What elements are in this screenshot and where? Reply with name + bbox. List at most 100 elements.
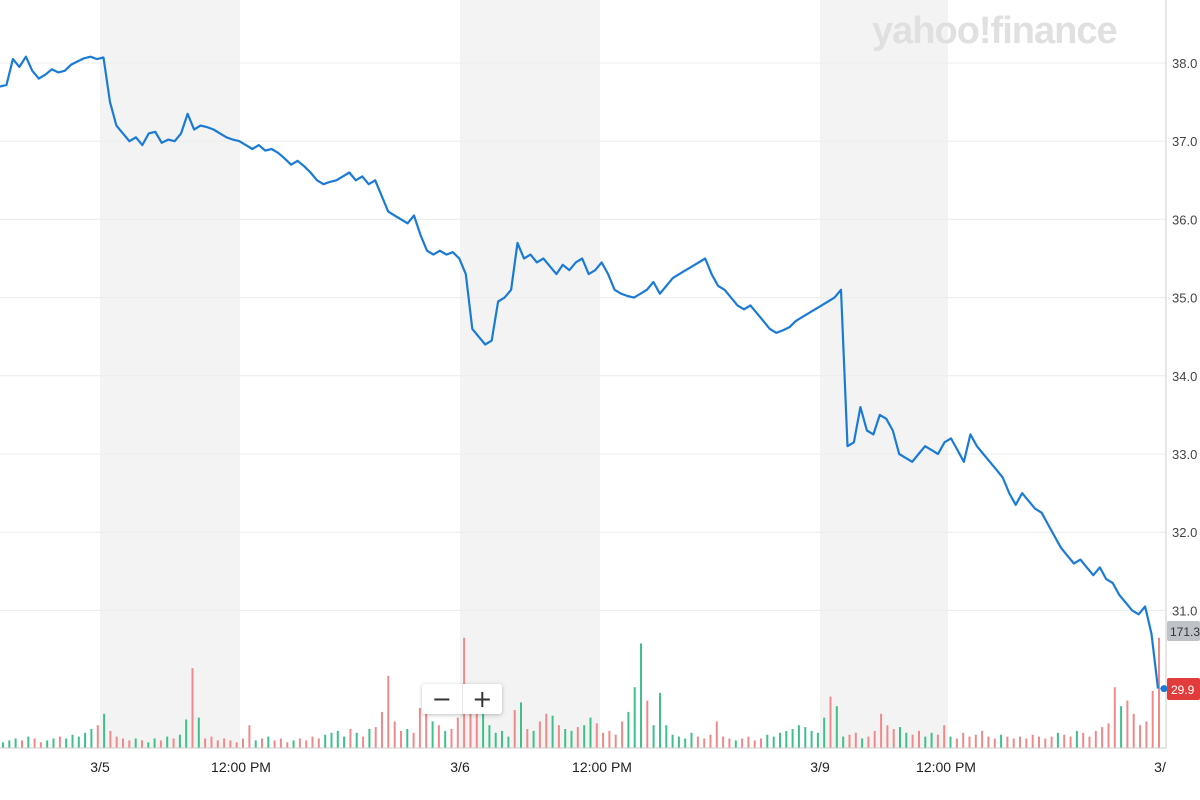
volume-bar [109,730,112,748]
volume-bar [248,725,251,748]
volume-bar [159,740,162,748]
price-tick-label: 34.0 [1172,369,1197,384]
volume-bar [785,730,788,748]
volume-bar [216,740,219,748]
volume-bar [39,742,42,748]
volume-bar [545,713,548,748]
volume-bar [96,725,99,748]
volume-bar [924,736,927,748]
time-tick-label: 3/6 [450,759,470,775]
volume-bar [557,725,560,748]
zoom-in-button[interactable]: + [472,685,493,713]
current-volume-label: 171.3 [1170,625,1200,639]
volume-bar [665,725,668,748]
volume-bar [204,738,207,748]
volume-bar [671,734,674,748]
volume-bar [1158,637,1160,748]
volume-bar [444,730,447,748]
volume-bar [412,732,415,748]
time-tick-label: 12:00 PM [211,759,271,775]
price-line [0,55,1160,689]
volume-bar [1088,736,1091,748]
volume-bar [690,732,693,748]
volume-bar [513,710,516,748]
volume-bar [77,736,80,748]
price-axis: 38.0 37.0 36.0 35.0 34.0 33.0 32.0 31.0 [1172,56,1197,618]
volume-bar [229,740,232,748]
volume-bar [880,713,883,748]
volume-bar [943,725,946,748]
volume-bar [425,700,428,748]
volume-bar [362,736,365,748]
price-tick-label: 37.0 [1172,134,1197,149]
volume-bar [930,732,933,748]
volume-bar [981,730,984,748]
volume-bar [1113,687,1116,748]
volume-bar [317,738,320,748]
volume-bar [71,734,74,748]
volume-bar [292,740,295,748]
volume-bar [185,719,188,748]
volume-bar [235,742,238,748]
volume-bar [918,730,920,748]
volume-bar [974,734,977,748]
volume-bar [583,725,586,748]
volume-bar [911,734,914,748]
volume-bar [760,738,762,748]
volume-bar [286,742,289,748]
volume-bar [141,740,143,748]
volume-bar [400,730,402,748]
current-value-tags: 171.3 29.9 [1158,621,1200,700]
volume-bar [84,732,87,748]
volume-bar [1069,736,1072,748]
closed-market-band [820,0,948,748]
volume-bar [27,736,30,748]
volume-bar [33,738,36,748]
volume-bar [52,738,55,748]
volume-bar [494,732,497,748]
volume-bar [886,725,889,748]
volume-bar [305,740,308,748]
volume-bar [936,734,939,748]
volume-bar [406,729,409,748]
volume-bar [368,729,371,748]
volume-bar [261,738,263,748]
volume-bar [1132,713,1135,748]
volume-bar [1101,727,1104,748]
volume-bar [1063,734,1066,748]
volume-bar [646,700,649,748]
volume-bar [576,727,579,748]
closed-market-band [460,0,600,748]
volume-bar [867,736,870,748]
volume-bar [210,736,213,748]
volume-bar [147,742,150,748]
volume-bar [418,708,421,748]
zoom-out-button[interactable]: − [422,684,463,714]
volume-bar [538,721,541,748]
price-tick-label: 33.0 [1172,447,1197,462]
current-volume-tag [1167,621,1200,641]
volume-bar [520,702,522,748]
volume-bar [311,736,314,748]
volume-bar [65,738,68,748]
volume-bar [753,740,756,748]
volume-bar [273,740,276,748]
volume-bar [8,740,11,748]
volume-bar [1107,723,1110,748]
volume-bar [437,725,440,748]
volume-bar [1000,734,1003,748]
volume-bar [1006,736,1009,748]
volume-bar [134,738,137,748]
volume-bar [1082,732,1085,748]
volume-bar [823,717,826,748]
volume-bar [469,691,472,748]
volume-bar [1094,730,1097,748]
volume-bar [854,732,857,748]
volume-bar [115,736,118,748]
volume-bar [608,730,611,748]
volume-bar [103,713,106,748]
volume-bar [2,742,4,748]
time-axis: 3/5 12:00 PM 3/6 12:00 PM 3/9 12:00 PM 3/ [90,759,1166,775]
volume-bar [810,730,813,748]
